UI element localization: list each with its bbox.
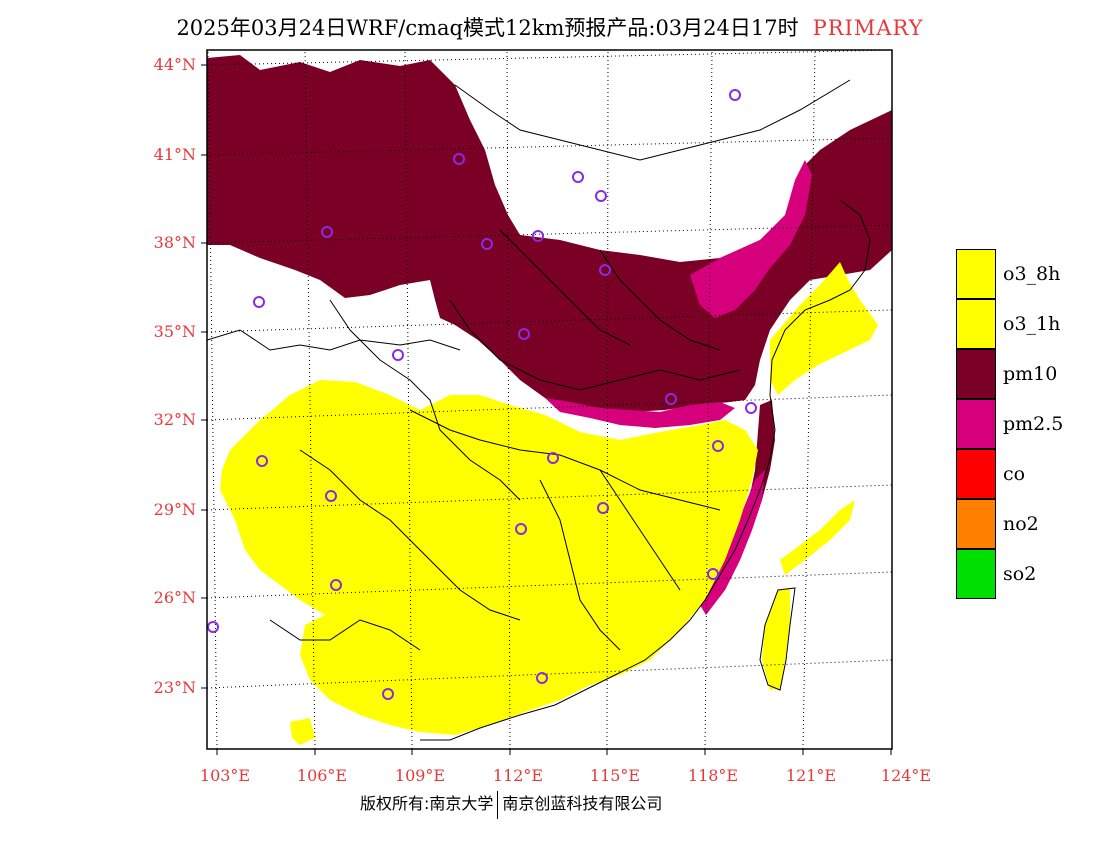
lat-label-38n: 38°N xyxy=(153,233,196,252)
primary-tag: PRIMARY xyxy=(812,16,924,40)
lat-label-41n: 41°N xyxy=(153,145,196,164)
lat-label-32n: 32°N xyxy=(153,410,196,429)
coastline xyxy=(420,199,871,741)
legend-swatch xyxy=(956,449,996,499)
legend-swatch xyxy=(956,549,996,599)
lon-label-112e: 112°E xyxy=(492,766,544,785)
lat-label-23n: 23°N xyxy=(153,678,196,697)
copyright-footer: 版权所有:南京大学 南京创蓝科技有限公司 xyxy=(360,790,662,819)
pm10-region xyxy=(207,55,892,412)
lat-label-44n: 44°N xyxy=(153,55,196,74)
o3-region-east xyxy=(770,262,878,395)
lon-label-109e: 109°E xyxy=(394,766,446,785)
lon-label-115e: 115°E xyxy=(589,766,641,785)
pm25-band-north xyxy=(690,160,812,318)
lat-label-29n: 29°N xyxy=(153,500,196,519)
legend-label: no2 xyxy=(1003,513,1039,535)
axis-ticks xyxy=(201,64,892,755)
lon-label-124e: 124°E xyxy=(880,766,932,785)
legend-label: pm10 xyxy=(1003,363,1058,385)
legend-swatch xyxy=(956,249,996,299)
o3-region-south xyxy=(220,380,758,735)
pm25-band-south xyxy=(545,398,735,428)
legend-label: o3_1h xyxy=(1003,313,1061,335)
o3-offshore-streak xyxy=(780,500,855,575)
legend-swatch xyxy=(956,299,996,349)
legend-swatch xyxy=(956,349,996,399)
legend-label: so2 xyxy=(1003,563,1037,585)
copyright-right: 南京创蓝科技有限公司 xyxy=(502,794,663,813)
legend-label: pm2.5 xyxy=(1003,413,1064,435)
legend-label: o3_8h xyxy=(1003,263,1061,285)
lat-label-35n: 35°N xyxy=(153,322,196,341)
legend-swatch xyxy=(956,499,996,549)
lon-label-103e: 103°E xyxy=(199,766,251,785)
copyright-separator xyxy=(497,790,499,819)
graticule xyxy=(207,50,892,749)
legend-swatch xyxy=(956,399,996,449)
lat-label-26n: 26°N xyxy=(153,588,196,607)
station-markers xyxy=(207,89,757,700)
o3-small-island xyxy=(290,718,315,745)
province-boundaries xyxy=(207,79,851,651)
copyright-left: 版权所有:南京大学 xyxy=(360,794,494,813)
lon-label-121e: 121°E xyxy=(785,766,837,785)
legend-label: co xyxy=(1003,463,1026,485)
lon-label-118e: 118°E xyxy=(687,766,739,785)
pm10-coastal-strip xyxy=(712,400,775,605)
map-title: 2025年03月24日WRF/cmaq模式12km预报产品:03月24日17时 P… xyxy=(0,12,1100,42)
map-frame xyxy=(206,49,893,750)
title-text: 2025年03月24日WRF/cmaq模式12km预报产品:03月24日17时 xyxy=(176,16,799,40)
lon-label-106e: 106°E xyxy=(296,766,348,785)
